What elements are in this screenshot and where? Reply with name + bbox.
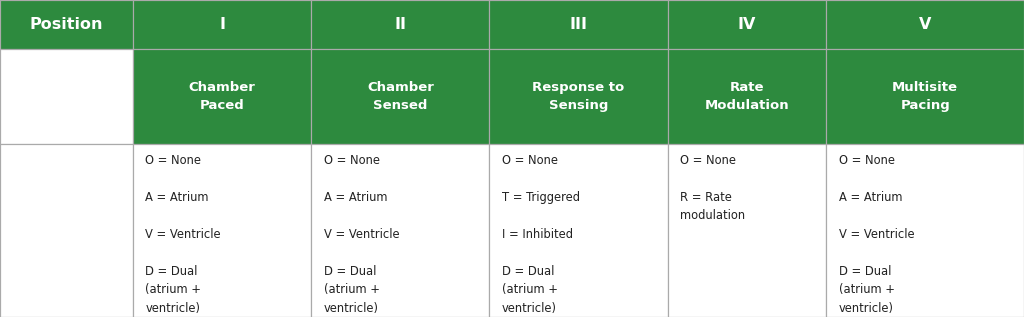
FancyBboxPatch shape — [489, 49, 668, 144]
FancyBboxPatch shape — [311, 0, 489, 49]
FancyBboxPatch shape — [489, 144, 668, 317]
FancyBboxPatch shape — [0, 0, 133, 49]
Text: Chamber
Sensed: Chamber Sensed — [367, 81, 434, 112]
FancyBboxPatch shape — [133, 49, 311, 144]
FancyBboxPatch shape — [133, 144, 311, 317]
Text: O = None

T = Triggered

I = Inhibited

D = Dual
(atrium +
ventricle): O = None T = Triggered I = Inhibited D =… — [502, 154, 580, 315]
FancyBboxPatch shape — [489, 0, 668, 49]
FancyBboxPatch shape — [668, 144, 826, 317]
FancyBboxPatch shape — [0, 144, 133, 317]
Text: O = None

R = Rate
modulation: O = None R = Rate modulation — [680, 154, 745, 222]
FancyBboxPatch shape — [826, 0, 1024, 49]
Text: Chamber
Paced: Chamber Paced — [188, 81, 256, 112]
FancyBboxPatch shape — [311, 49, 489, 144]
Text: Position: Position — [30, 17, 103, 32]
Text: III: III — [569, 17, 588, 32]
FancyBboxPatch shape — [0, 49, 133, 144]
Text: II: II — [394, 17, 407, 32]
Text: I: I — [219, 17, 225, 32]
Text: O = None

A = Atrium

V = Ventricle

D = Dual
(atrium +
ventricle): O = None A = Atrium V = Ventricle D = Du… — [145, 154, 221, 315]
FancyBboxPatch shape — [133, 0, 311, 49]
Text: Multisite
Pacing: Multisite Pacing — [892, 81, 958, 112]
FancyBboxPatch shape — [826, 49, 1024, 144]
Text: Rate
Modulation: Rate Modulation — [705, 81, 790, 112]
Text: O = None

A = Atrium

V = Ventricle

D = Dual
(atrium +
ventricle): O = None A = Atrium V = Ventricle D = Du… — [324, 154, 399, 315]
FancyBboxPatch shape — [311, 144, 489, 317]
Text: Response to
Sensing: Response to Sensing — [532, 81, 625, 112]
Text: IV: IV — [738, 17, 756, 32]
FancyBboxPatch shape — [668, 49, 826, 144]
Text: V: V — [919, 17, 932, 32]
FancyBboxPatch shape — [826, 144, 1024, 317]
FancyBboxPatch shape — [668, 0, 826, 49]
Text: O = None

A = Atrium

V = Ventricle

D = Dual
(atrium +
ventricle): O = None A = Atrium V = Ventricle D = Du… — [839, 154, 914, 315]
